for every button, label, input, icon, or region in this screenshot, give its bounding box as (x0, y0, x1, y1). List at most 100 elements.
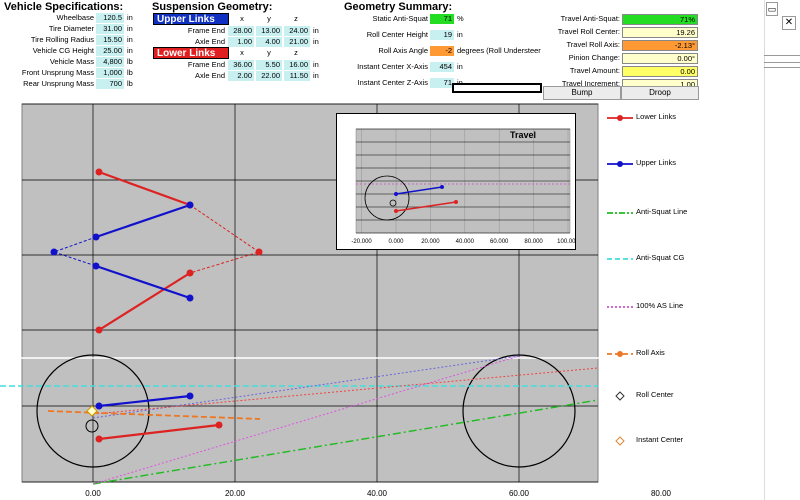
right-pane (764, 0, 800, 500)
spec-unit: lb (127, 57, 133, 66)
window-button[interactable]: ▭ (766, 2, 778, 16)
travel-label: Travel Increment: (561, 79, 620, 88)
inset-x-tick: 80.000 (524, 239, 543, 245)
summary-label: Roll Center Height (366, 30, 428, 39)
col-y-header: y (267, 14, 271, 23)
spec-unit: in (127, 35, 133, 44)
spec-label: Tire Diameter (48, 24, 94, 33)
red-line-dot-icon (606, 111, 634, 123)
inset-roll-center (389, 199, 397, 207)
spec-label: Wheelbase (56, 13, 94, 22)
summary-unit: in (457, 62, 463, 71)
cyan-dash-icon (606, 252, 634, 264)
summary-value: 71 (430, 78, 454, 88)
instant-center-marker (86, 405, 98, 417)
inset-x-tick: 0.000 (388, 239, 404, 245)
green-dashdot-icon (606, 206, 634, 218)
summary-title: Geometry Summary: (344, 1, 453, 13)
lower-links-label: Lower Links (153, 47, 229, 59)
inset-x-tick: 20.000 (421, 239, 440, 245)
col-z-header: z (294, 14, 298, 23)
spec-label: Tire Rolling Radius (30, 35, 94, 44)
travel-label: Travel Amount: (569, 66, 620, 75)
inset-x-ticks: -20.000 0.000 20.000 40.000 60.000 80.000 100.… (351, 239, 576, 245)
close-icon: ✕ (784, 17, 794, 28)
spec-value[interactable]: 700 (96, 79, 124, 89)
lower-link-side-point (215, 421, 223, 429)
spec-value[interactable]: 31.00 (96, 24, 124, 34)
summary-label: Instant Center Z-Axis (357, 78, 428, 87)
scrollbar-track[interactable] (764, 55, 800, 63)
link-x-value[interactable]: 2.00 (228, 71, 254, 81)
droop-button[interactable]: Droop (621, 86, 699, 100)
bump-button[interactable]: Bump (543, 86, 621, 100)
travel-label: Travel Roll Center: (557, 27, 620, 36)
summary-unit: % (457, 14, 464, 23)
lower-link-side-point (95, 435, 103, 443)
travel-value: 0.00 (622, 66, 698, 77)
link-x-value[interactable]: 36.00 (228, 60, 254, 70)
inset-gridlines (356, 128, 570, 234)
front-wheel (36, 354, 150, 468)
lower-link-point (255, 248, 263, 256)
link-z-value[interactable]: 11.50 (284, 71, 310, 81)
link-y-value[interactable]: 5.50 (256, 60, 282, 70)
summary-unit: degrees (Roll Understeer (457, 46, 541, 55)
spec-unit: in (127, 13, 133, 22)
link-y-value[interactable]: 4.00 (256, 37, 282, 47)
inset-chart: -20.000 0.000 20.000 40.000 60.000 80.000 100.… (351, 128, 576, 245)
upper-link-top (95, 203, 191, 239)
col-z-header-lower: z (294, 48, 298, 57)
x-axis-ticks: -20.000.0020.0040.0060.0080.00100.00120.… (85, 489, 671, 498)
col-y-header-lower: y (267, 48, 271, 57)
link-z-value[interactable]: 16.00 (284, 60, 310, 70)
link-x-value[interactable]: 1.00 (228, 37, 254, 47)
inset-x-tick: 60.000 (490, 239, 509, 245)
upper-link-point (186, 294, 194, 302)
lower-link-point (95, 168, 103, 176)
link-unit: in (313, 37, 319, 46)
x-tick-label: 20.00 (225, 489, 246, 498)
legend-label: Roll Center (636, 390, 674, 399)
rear-wheel (462, 354, 576, 468)
chart-series (0, 168, 599, 485)
spec-unit: in (127, 46, 133, 55)
summary-value: 19 (430, 30, 454, 40)
inset-upper-point (440, 185, 444, 189)
legend-label: Roll Axis (636, 348, 665, 357)
spec-value[interactable]: 120.5 (96, 13, 124, 23)
inset-upper-point (394, 192, 398, 196)
diamond-icon (606, 389, 634, 401)
travel-value: -2.13° (622, 40, 698, 51)
link-x-value[interactable]: 28.00 (228, 26, 254, 36)
legend-label: Instant Center (636, 435, 684, 444)
spec-value[interactable]: 4,800 (96, 57, 124, 67)
spec-value[interactable]: 1,000 (96, 68, 124, 78)
travel-value: 0.00° (622, 53, 698, 64)
wheels (36, 354, 576, 468)
orange-diamond-icon (606, 434, 634, 446)
spec-label: Vehicle Mass (49, 57, 94, 66)
inset-x-tick: 100.000 (557, 239, 576, 245)
legend-label: 100% AS Line (636, 301, 684, 310)
link-y-value[interactable]: 22.00 (256, 71, 282, 81)
close-button[interactable]: ✕ (782, 16, 796, 30)
travel-slider-box[interactable] (452, 83, 542, 93)
link-y-value[interactable]: 13.00 (256, 26, 282, 36)
link-end-label: Axle End (194, 37, 225, 46)
upper-link-bottom (95, 264, 191, 300)
upper-link-point (92, 233, 100, 241)
link-z-value[interactable]: 24.00 (284, 26, 310, 36)
link-unit: in (313, 60, 319, 69)
spec-value[interactable]: 25.00 (96, 46, 124, 56)
travel-label: Travel Anti-Squat: (560, 14, 620, 23)
col-x-header: x (240, 14, 244, 23)
x-tick-label: 40.00 (367, 489, 388, 498)
link-z-value[interactable]: 21.00 (284, 37, 310, 47)
legend-label: Anti-Squat Line (636, 207, 688, 216)
summary-unit: in (457, 30, 463, 39)
link-end-label: Frame End (187, 26, 225, 35)
summary-label: Static Anti-Squat (372, 14, 428, 23)
spec-value[interactable]: 15.50 (96, 35, 124, 45)
summary-unit: in (457, 78, 463, 87)
